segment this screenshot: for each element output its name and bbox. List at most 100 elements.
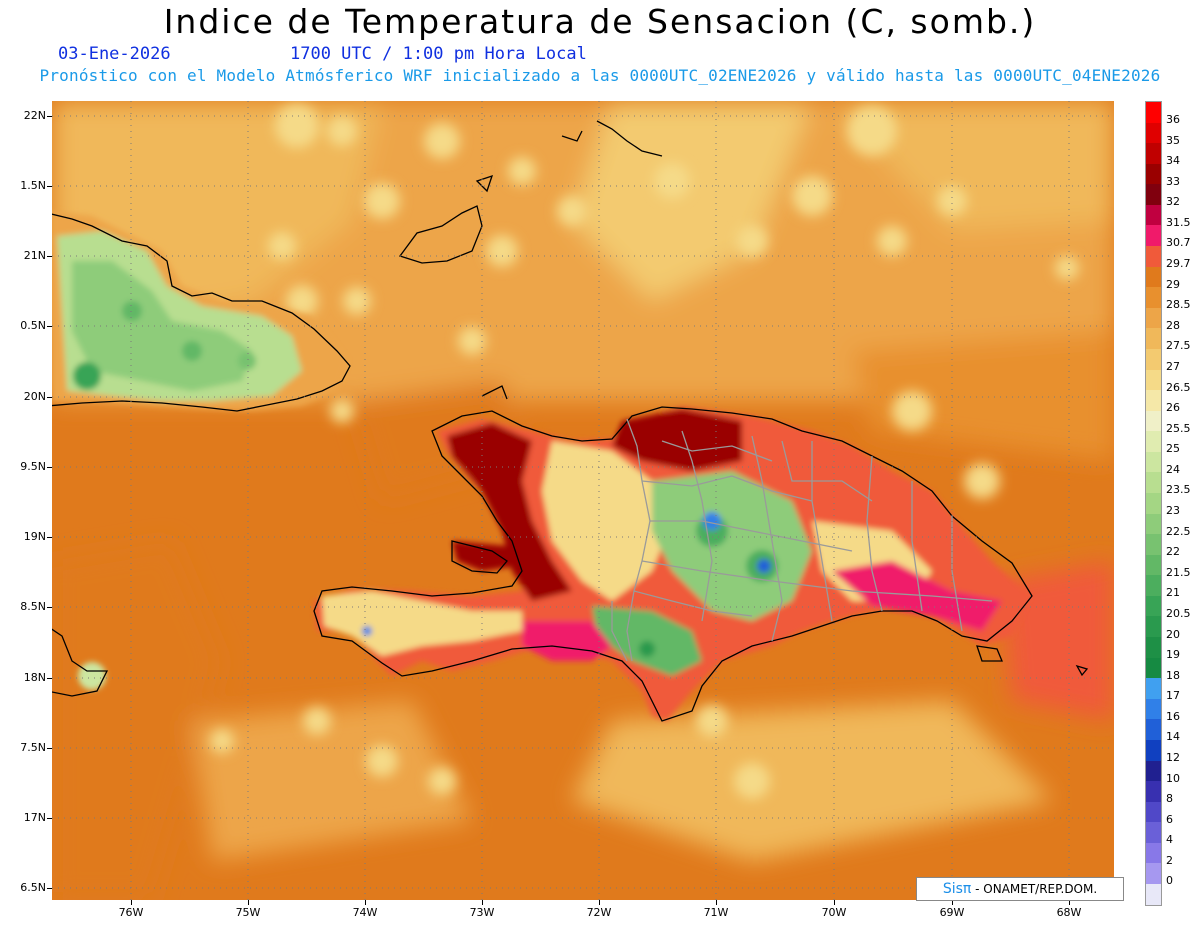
lat-tick — [47, 678, 52, 679]
lat-label: 18N — [23, 671, 46, 684]
color-scale-label: 29 — [1166, 277, 1180, 291]
credit-text: - ONAMET/REP.DOM. — [971, 882, 1098, 896]
lat-tick — [47, 116, 52, 117]
color-scale-label: 34 — [1166, 154, 1180, 168]
lon-label: 74W — [352, 906, 378, 919]
lon-tick — [365, 900, 366, 905]
forecast-date: 03-Ene-2026 — [58, 44, 171, 64]
color-swatch — [1146, 842, 1161, 864]
lat-tick — [47, 607, 52, 608]
color-scale-label: 14 — [1166, 730, 1180, 744]
lon-tick — [834, 900, 835, 905]
sispi-logo: Sisπ — [942, 881, 972, 897]
map-canvas — [52, 101, 1114, 900]
color-swatch — [1146, 801, 1161, 823]
color-swatch — [1146, 781, 1161, 802]
color-swatch — [1146, 595, 1161, 617]
temperature-map — [52, 101, 1114, 900]
coastlines — [52, 120, 1089, 722]
color-scale-label: 19 — [1166, 648, 1180, 662]
color-scale-label: 24 — [1166, 462, 1180, 476]
hispaniola-landmass — [314, 407, 1030, 721]
color-scale-label: 20 — [1166, 627, 1180, 641]
lat-tick — [47, 748, 52, 749]
color-swatch — [1146, 472, 1161, 493]
color-swatch — [1146, 739, 1161, 761]
color-scale-label: 6 — [1166, 812, 1173, 826]
color-swatch — [1146, 554, 1161, 576]
lon-tick — [716, 900, 717, 905]
lon-label: 71W — [703, 906, 729, 919]
color-swatch — [1146, 204, 1161, 226]
color-scale-label: 16 — [1166, 709, 1180, 723]
color-swatch — [1146, 348, 1161, 370]
color-scale-label: 27 — [1166, 359, 1180, 373]
lon-label: 75W — [235, 906, 261, 919]
color-swatch — [1146, 390, 1161, 411]
color-scale-label: 27.5 — [1166, 339, 1191, 353]
color-scale-label: 4 — [1166, 833, 1173, 847]
color-scale-label: 23 — [1166, 504, 1180, 518]
color-scale-label: 22.5 — [1166, 524, 1191, 538]
color-swatch — [1146, 616, 1161, 638]
lat-label: 19N — [23, 530, 46, 543]
forecast-note: Pronóstico con el Modelo Atmósferico WRF… — [39, 66, 1161, 85]
lon-tick — [482, 900, 483, 905]
lat-tick — [47, 397, 52, 398]
color-scale-label: 26 — [1166, 401, 1180, 415]
lon-label: 70W — [821, 906, 847, 919]
lat-tick — [47, 818, 52, 819]
color-swatch — [1146, 225, 1161, 247]
color-scale-label: 20.5 — [1166, 606, 1191, 620]
color-scale-label: 22 — [1166, 545, 1180, 559]
cuba-landmass — [52, 211, 347, 690]
lat-label: 8.5N — [20, 600, 46, 613]
lat-label: 7.5N — [20, 741, 46, 754]
color-scale-label: 29.7 — [1166, 257, 1191, 271]
lat-tick — [47, 256, 52, 257]
lat-tick — [47, 888, 52, 889]
color-swatch — [1146, 760, 1161, 782]
color-swatch — [1146, 513, 1161, 535]
color-scale-label: 28.5 — [1166, 298, 1191, 312]
province-borders — [611, 418, 993, 662]
color-swatch — [1146, 719, 1161, 740]
color-scale-label: 26.5 — [1166, 380, 1191, 394]
lon-label: 73W — [469, 906, 495, 919]
color-scale-label: 0 — [1166, 874, 1173, 888]
color-swatch — [1146, 369, 1161, 391]
color-scale-label: 12 — [1166, 750, 1180, 764]
color-swatch — [1146, 122, 1161, 144]
color-scale-label: 32 — [1166, 195, 1180, 209]
lat-label: 1.5N — [20, 179, 46, 192]
map-title: Indice de Temperatura de Sensacion (C, s… — [163, 2, 1037, 41]
lon-label: 69W — [939, 906, 965, 919]
lat-label: 17N — [23, 811, 46, 824]
color-swatch — [1146, 492, 1161, 514]
forecast-time: 1700 UTC / 1:00 pm Hora Local — [290, 44, 587, 64]
lon-tick — [1069, 900, 1070, 905]
credit-box: Sisπ - ONAMET/REP.DOM. — [916, 877, 1124, 901]
color-scale-label: 23.5 — [1166, 483, 1191, 497]
color-scale-bar — [1145, 101, 1162, 906]
lon-tick — [952, 900, 953, 905]
color-scale-label: 2 — [1166, 853, 1173, 867]
cloud-blobs — [100, 104, 1079, 799]
color-swatch — [1146, 163, 1161, 185]
color-swatch — [1146, 246, 1161, 267]
color-swatch — [1146, 410, 1161, 432]
color-scale-label: 28 — [1166, 318, 1180, 332]
lon-tick — [248, 900, 249, 905]
lon-label: 76W — [118, 906, 144, 919]
lat-label: 0.5N — [20, 319, 46, 332]
color-swatch — [1146, 575, 1161, 596]
lat-label: 20N — [23, 390, 46, 403]
color-swatch — [1146, 328, 1161, 349]
color-swatch — [1146, 287, 1161, 308]
color-swatch — [1146, 431, 1161, 452]
lat-label: 9.5N — [20, 460, 46, 473]
color-scale-label: 31.5 — [1166, 215, 1191, 229]
color-swatch — [1146, 698, 1161, 720]
color-scale-label: 33 — [1166, 174, 1180, 188]
lat-label: 21N — [23, 249, 46, 262]
